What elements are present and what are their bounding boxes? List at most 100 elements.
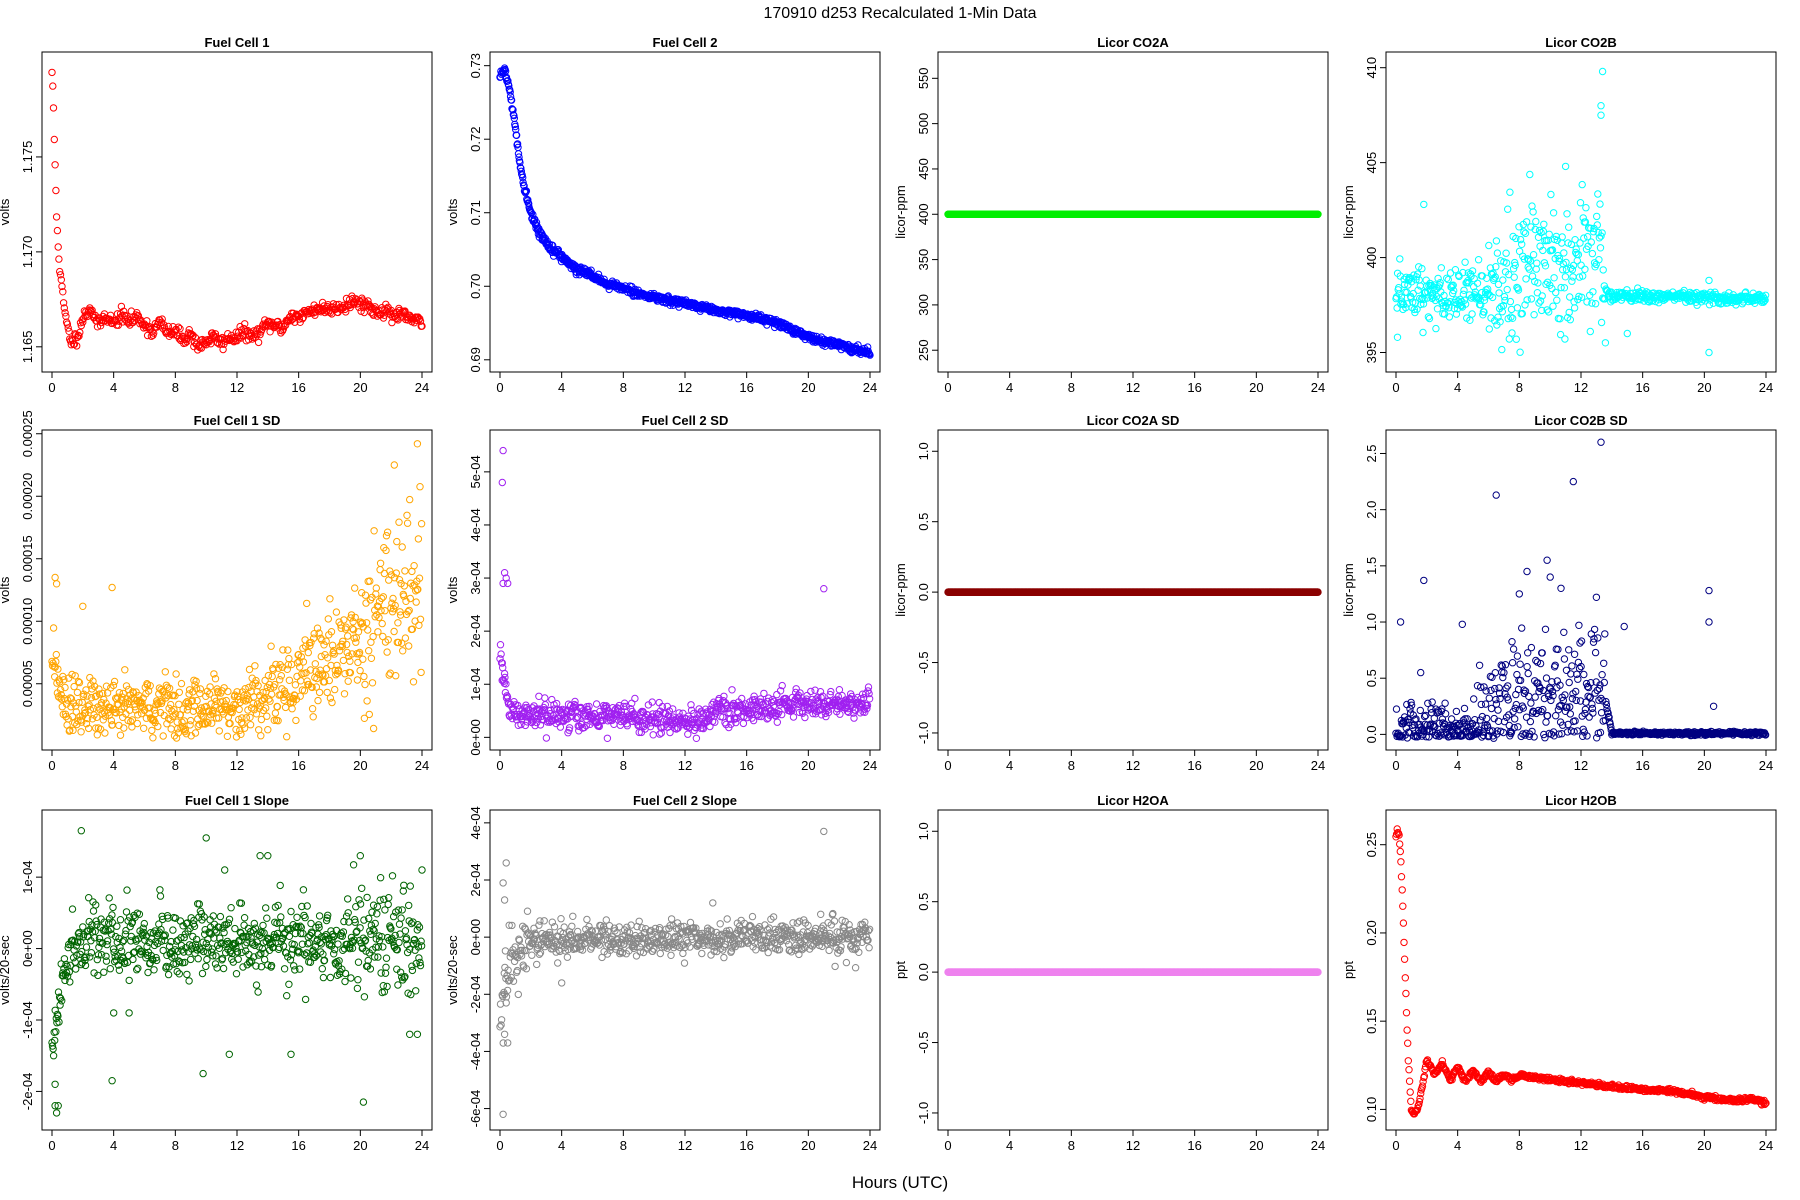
data-point xyxy=(773,690,781,699)
data-point xyxy=(418,322,426,330)
data-point xyxy=(773,718,781,726)
panel-title: Licor CO2B xyxy=(1545,35,1617,50)
data-point xyxy=(684,730,692,738)
data-point xyxy=(59,299,68,307)
data-point xyxy=(603,734,612,742)
data-point xyxy=(390,461,398,469)
data-point xyxy=(359,655,367,663)
data-point xyxy=(311,311,319,319)
data-point xyxy=(1601,339,1610,347)
data-point xyxy=(226,336,234,344)
data-point xyxy=(328,698,336,707)
y-tick-label: 0.72 xyxy=(468,127,483,152)
x-tick-label: 20 xyxy=(801,380,815,395)
data-point xyxy=(65,327,73,335)
data-point xyxy=(389,594,397,603)
x-tick-label: 20 xyxy=(353,380,367,395)
data-point xyxy=(79,602,87,610)
data-point xyxy=(285,676,294,684)
data-point xyxy=(414,535,423,543)
data-point xyxy=(1560,249,1568,257)
data-point xyxy=(1532,217,1540,226)
x-tick-label: 20 xyxy=(801,758,815,773)
data-point xyxy=(340,690,349,698)
data-point xyxy=(339,656,348,665)
data-point xyxy=(1587,238,1596,246)
data-point xyxy=(101,729,109,737)
data-point xyxy=(376,559,385,567)
data-point xyxy=(1485,325,1494,333)
data-point xyxy=(322,665,331,673)
data-point xyxy=(304,648,312,657)
data-point xyxy=(1539,227,1548,236)
data-point xyxy=(164,322,173,331)
x-tick-label: 8 xyxy=(620,380,627,395)
data-point xyxy=(223,732,232,740)
data-point xyxy=(497,650,505,658)
data-point xyxy=(297,677,305,685)
data-point xyxy=(1493,249,1502,257)
data-point xyxy=(1393,304,1401,312)
y-tick-label: 0.00005 xyxy=(20,660,35,707)
data-point xyxy=(592,700,601,708)
data-point xyxy=(1530,311,1538,319)
data-point xyxy=(1468,310,1476,318)
data-point xyxy=(1503,285,1511,294)
y-tick-label: 405 xyxy=(1364,152,1379,174)
data-point xyxy=(120,724,128,732)
data-point xyxy=(1594,190,1602,198)
data-point xyxy=(403,511,411,519)
data-point xyxy=(56,271,65,279)
data-point xyxy=(332,608,341,616)
data-point xyxy=(1577,261,1585,269)
y-tick-label: 0e+00 xyxy=(468,719,483,756)
data-point xyxy=(159,732,167,740)
y-tick-label: 395 xyxy=(1364,342,1379,364)
data-point xyxy=(254,338,263,347)
data-point xyxy=(415,621,423,629)
y-tick-label: 1e-04 xyxy=(468,668,483,701)
data-point xyxy=(181,339,190,347)
data-point xyxy=(864,683,873,691)
data-point xyxy=(1568,277,1576,285)
panel-title: Licor CO2A xyxy=(1097,35,1169,50)
data-points xyxy=(1392,67,1770,357)
data-point xyxy=(311,660,319,668)
data-point xyxy=(51,161,59,169)
data-point xyxy=(1593,212,1601,221)
data-point xyxy=(1545,308,1553,316)
data-point xyxy=(365,647,373,655)
figure-title: 170910 d253 Recalculated 1-Min Data xyxy=(763,5,1036,22)
data-point xyxy=(1558,233,1566,241)
data-point xyxy=(192,677,200,685)
data-point xyxy=(76,328,84,337)
data-point xyxy=(1504,205,1512,213)
y-axis-label: volts xyxy=(445,576,460,603)
data-point xyxy=(52,186,60,195)
data-point xyxy=(397,308,405,317)
data-point xyxy=(367,654,376,662)
data-point xyxy=(509,106,517,114)
data-point xyxy=(267,690,276,698)
data-point xyxy=(239,720,247,728)
data-point xyxy=(513,140,522,148)
data-point xyxy=(177,679,186,688)
x-tick-label: 0 xyxy=(496,758,503,773)
data-point xyxy=(416,317,425,325)
data-point xyxy=(1561,162,1570,171)
data-point xyxy=(70,340,79,348)
data-point xyxy=(390,627,398,636)
data-point xyxy=(385,307,394,316)
data-point xyxy=(219,345,227,354)
data-point xyxy=(383,648,391,656)
data-point xyxy=(415,315,423,324)
data-point xyxy=(224,330,232,338)
data-point xyxy=(326,694,335,702)
data-point xyxy=(274,322,283,330)
data-point xyxy=(361,680,369,689)
y-tick-label: 400 xyxy=(1364,247,1379,269)
data-point xyxy=(52,650,60,659)
panel-title: Fuel Cell 1 xyxy=(204,35,269,50)
